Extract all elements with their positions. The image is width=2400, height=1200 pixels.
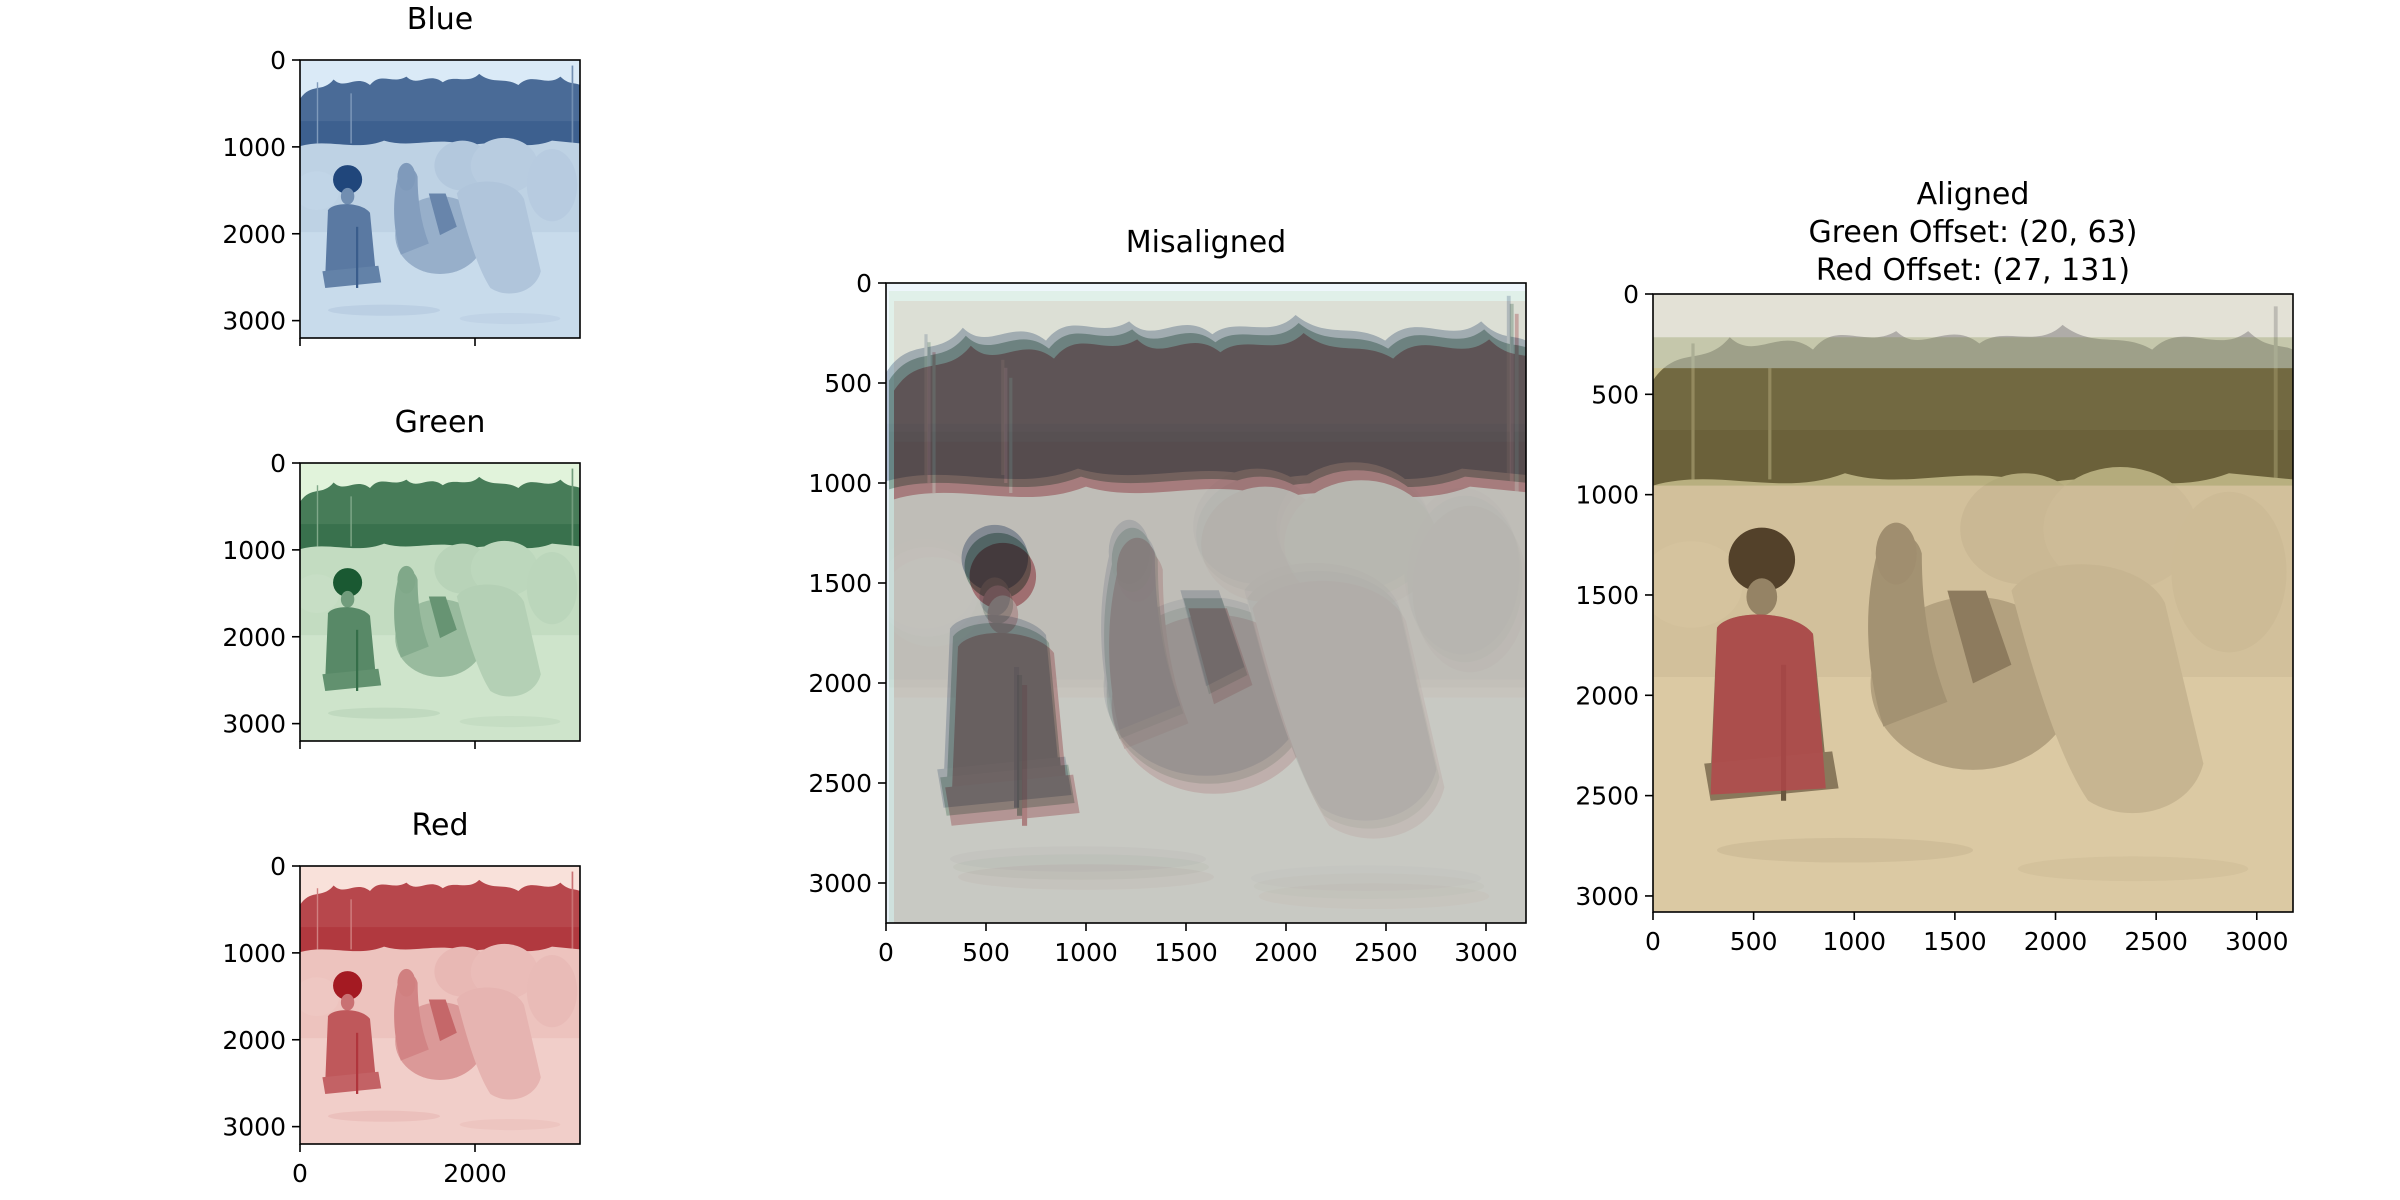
axes-frame-misaligned (885, 282, 1527, 924)
xtick-label-aligned: 500 (1730, 927, 1778, 956)
xtick-label-aligned: 1000 (1822, 927, 1886, 956)
ytick-label-misaligned: 3000 (808, 869, 872, 898)
ytick-label-blue: 0 (270, 46, 286, 75)
xtick-label-aligned: 2500 (2124, 927, 2188, 956)
ytick-label-misaligned: 2500 (808, 769, 872, 798)
xtick-label-misaligned: 2500 (1354, 938, 1418, 967)
ytick-label-red: 1000 (222, 939, 286, 968)
subplot-green: Green 0 1000 2000 3000 (222, 405, 581, 749)
axes-frame-green (299, 462, 581, 742)
axes-frame-blue (299, 59, 581, 339)
xtick-label-misaligned: 3000 (1454, 938, 1518, 967)
subplot-title-red: Red (412, 808, 469, 843)
ytick-label-aligned: 2500 (1575, 782, 1639, 811)
ytick-label-red: 0 (270, 852, 286, 881)
subplot-title-aligned-1: Green Offset: (20, 63) (1809, 215, 2138, 250)
axes-frame-aligned (1652, 293, 2294, 913)
image-red (300, 866, 580, 1144)
ytick-label-green: 1000 (222, 536, 286, 565)
ytick-label-misaligned: 1000 (808, 469, 872, 498)
ytick-label-blue: 2000 (222, 220, 286, 249)
ytick-label-aligned: 1500 (1575, 581, 1639, 610)
xtick-label-misaligned: 0 (878, 938, 894, 967)
xtick-label-aligned: 0 (1645, 927, 1661, 956)
ytick-label-green: 3000 (222, 710, 286, 739)
ytick-label-blue: 3000 (222, 307, 286, 336)
ytick-label-misaligned: 1500 (808, 569, 872, 598)
image-green (300, 463, 580, 741)
subplot-blue: Blue 0 1000 2000 3000 (222, 2, 581, 346)
subplot-title-green: Green (395, 405, 486, 440)
ytick-label-aligned: 1000 (1575, 481, 1639, 510)
xtick-label-red: 0 (292, 1159, 308, 1188)
subplot-title-aligned-0: Aligned (1917, 177, 2030, 212)
subplot-title-blue: Blue (407, 2, 473, 37)
xtick-label-aligned: 1500 (1923, 927, 1987, 956)
ytick-label-misaligned: 0 (856, 269, 872, 298)
ytick-label-aligned: 3000 (1575, 882, 1639, 911)
xtick-label-misaligned: 500 (962, 938, 1010, 967)
image-misaligned (886, 283, 1526, 923)
subplot-title-misaligned: Misaligned (1126, 225, 1286, 260)
ytick-label-misaligned: 500 (824, 369, 872, 398)
xtick-label-misaligned: 1500 (1154, 938, 1218, 967)
xtick-label-red: 2000 (443, 1159, 507, 1188)
subplot-misaligned: Misaligned 0 500 1000 1500 2000 2500 3000 0 500 10… (808, 225, 1527, 967)
image-blue (300, 60, 580, 338)
axes-frame-red (299, 865, 581, 1145)
xtick-label-misaligned: 1000 (1054, 938, 1118, 967)
xtick-label-aligned: 3000 (2225, 927, 2289, 956)
ytick-label-aligned: 0 (1623, 280, 1639, 309)
ytick-label-red: 2000 (222, 1026, 286, 1055)
ytick-label-aligned: 500 (1591, 380, 1639, 409)
xtick-label-misaligned: 2000 (1254, 938, 1318, 967)
image-aligned (1653, 294, 2293, 912)
ytick-label-misaligned: 2000 (808, 669, 872, 698)
subplot-title-aligned-2: Red Offset: (27, 131) (1816, 253, 2130, 288)
ytick-label-aligned: 2000 (1575, 681, 1639, 710)
ytick-label-blue: 1000 (222, 133, 286, 162)
ytick-label-green: 2000 (222, 623, 286, 652)
ytick-label-red: 3000 (222, 1113, 286, 1142)
xtick-label-aligned: 2000 (2024, 927, 2088, 956)
ytick-label-green: 0 (270, 449, 286, 478)
